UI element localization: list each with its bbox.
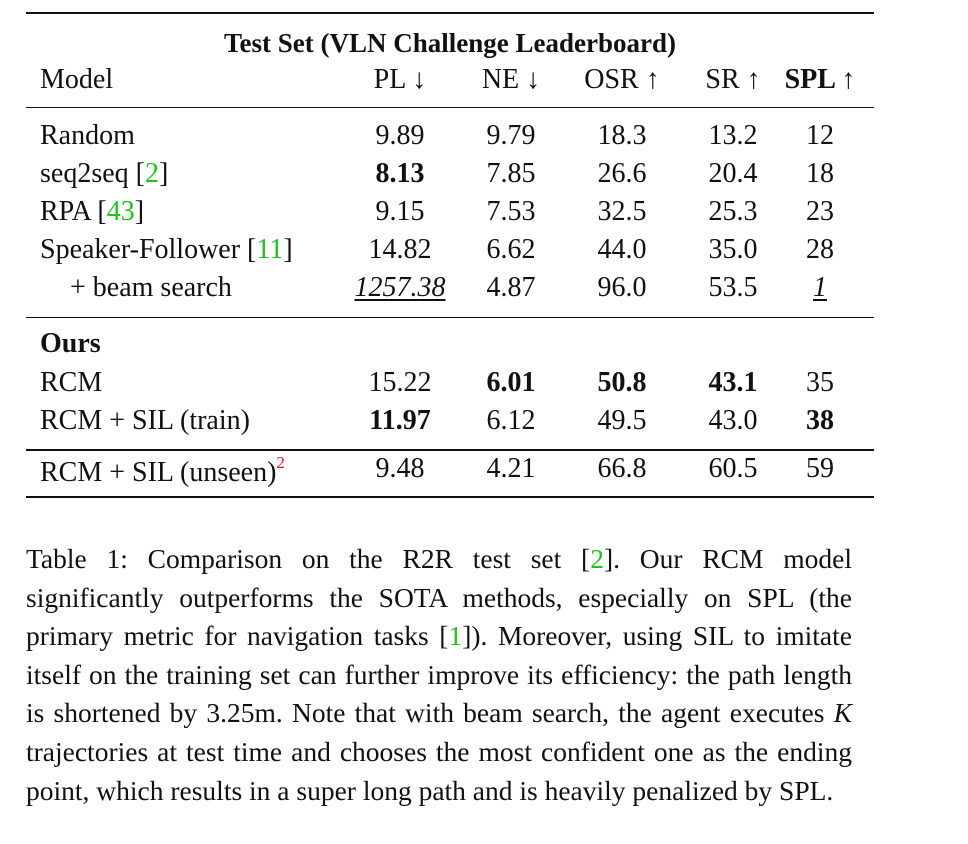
ne-value: 4.21 [486,453,536,484]
spl-value: 35 [806,367,834,398]
spl-value: 12 [806,120,834,151]
math-variable: K [833,697,852,729]
osr-value: 49.5 [597,405,647,436]
osr-value: 26.6 [597,158,647,189]
model-name: + beam search [70,272,232,303]
header-row: Model PL ↓ NE ↓ OSR ↑ SR ↑ SPL ↑ [26,64,874,102]
model-name: RCM + SIL (unseen)2 [40,453,285,489]
table-row: RPA [43] 9.15 7.53 32.5 25.3 23 [26,196,874,234]
spl-value: 23 [806,196,834,227]
ne-value: 7.53 [486,196,536,227]
pl-value: 9.15 [375,196,425,227]
caption-text: Table 1: Comparison on the R2R test set … [26,543,591,574]
table-row: + beam search 1257.38 4.87 96.0 53.5 1 [26,272,874,310]
spl-value: 28 [806,234,834,265]
caption-text: trajectories at test time and chooses th… [26,735,852,806]
osr-value: 96.0 [597,272,647,303]
table-row: Speaker-Follower [11] 14.82 6.62 44.0 35… [26,234,874,272]
bracket: ] [134,196,145,227]
ne-value: 6.01 [486,367,536,398]
ne-value: 6.62 [486,234,536,265]
ne-value: 4.87 [486,272,536,303]
header-sr: SR ↑ [705,64,761,95]
header-rule [26,107,874,109]
section-label-row: Ours [26,328,874,366]
spl-value: 1 [813,272,827,303]
spl-value: 18 [806,158,834,189]
bottom-rule [26,496,874,498]
pl-value: 14.82 [368,234,432,265]
spl-value: 59 [806,453,834,484]
header-model: Model [40,64,114,95]
citation-link[interactable]: 1 [448,620,463,652]
sr-value: 13.2 [708,120,758,151]
sr-value: 43.0 [708,405,758,436]
osr-value: 66.8 [597,453,647,484]
header-spl: SPL ↑ [784,64,856,95]
unseen-rule [26,449,874,451]
citation-link[interactable]: 2 [144,158,159,189]
osr-value: 32.5 [597,196,647,227]
caption-text: ]. Our RCM model significantly outperfor… [26,543,852,652]
model-name: Speaker-Follower [11] [40,234,293,266]
citation-link[interactable]: 11 [256,234,284,265]
table-title: Test Set (VLN Challenge Leaderboard) [224,28,676,58]
model-text: Speaker-Follower [ [40,234,257,265]
section-rule [26,317,874,319]
model-name: RCM + SIL (train) [40,405,250,436]
citation-link[interactable]: 43 [106,196,135,227]
footnote-link[interactable]: 2 [276,453,285,472]
ne-value: 9.79 [486,120,536,151]
model-name: RPA [43] [40,196,144,228]
table-row: RCM + SIL (train) 11.97 6.12 49.5 43.0 3… [26,405,874,443]
table-row: Random 9.89 9.79 18.3 13.2 12 [26,120,874,158]
header-osr: OSR ↑ [584,64,660,95]
model-name: RCM [40,367,103,398]
header-pl: PL ↓ [373,64,427,95]
spl-value: 38 [806,405,834,436]
sr-value: 60.5 [708,453,758,484]
citation-link[interactable]: 2 [590,543,604,574]
top-rule [26,12,874,14]
table-caption: Table 1: Comparison on the R2R test set … [26,540,852,810]
pl-value: 9.48 [375,453,425,484]
pl-value: 15.22 [368,367,432,398]
sr-value: 25.3 [708,196,758,227]
model-text: RCM + SIL (unseen) [40,457,277,488]
ne-value: 6.12 [486,405,536,436]
ours-label: Ours [40,328,101,359]
pl-value: 8.13 [375,158,425,189]
table-row: seq2seq [2] 8.13 7.85 26.6 20.4 18 [26,158,874,196]
table-row: RCM + SIL (unseen)2 9.48 4.21 66.8 60.5 … [26,453,874,491]
sr-value: 43.1 [708,367,758,398]
osr-value: 18.3 [597,120,647,151]
sr-value: 20.4 [708,158,758,189]
osr-value: 44.0 [597,234,647,265]
caption-text: ]). Moreover, using SIL to imitate itsel… [26,620,852,729]
sr-value: 53.5 [708,272,758,303]
sr-value: 35.0 [708,234,758,265]
pl-value: 1257.38 [354,272,446,303]
model-name: seq2seq [2] [40,158,168,190]
bracket: ] [283,234,293,265]
pl-value: 9.89 [375,120,425,151]
ne-value: 7.85 [486,158,536,189]
model-name: Random [40,120,135,151]
bracket: ] [158,158,169,189]
header-ne: NE ↓ [481,64,541,95]
model-text: seq2seq [ [40,158,145,189]
table-row: RCM 15.22 6.01 50.8 43.1 35 [26,367,874,405]
osr-value: 50.8 [597,367,647,398]
model-text: RPA [ [40,196,107,227]
pl-value: 11.97 [369,405,431,436]
